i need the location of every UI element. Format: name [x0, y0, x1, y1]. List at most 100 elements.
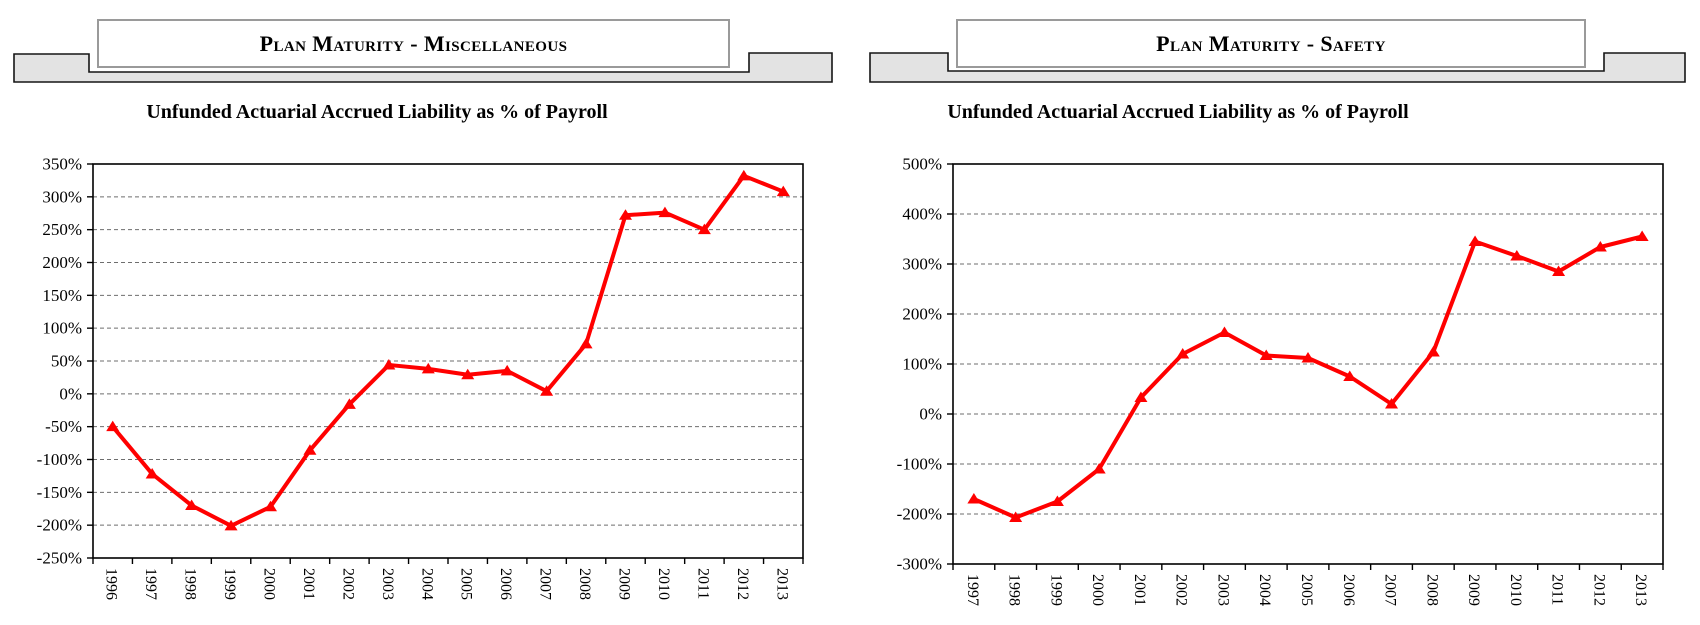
y-axis-label: -200%: [37, 516, 82, 535]
data-point-marker: [1510, 250, 1524, 261]
x-axis-label: 2012: [1590, 574, 1607, 606]
data-point-marker: [382, 358, 396, 370]
x-axis-label: 2009: [1465, 574, 1482, 606]
data-point-marker: [1468, 235, 1482, 246]
x-axis-label: 1996: [103, 568, 120, 600]
x-axis-label: 2006: [497, 568, 514, 600]
x-axis-label: 2003: [1214, 574, 1231, 606]
y-axis-label: 100%: [42, 319, 82, 338]
x-axis-label: 2000: [261, 568, 278, 600]
x-axis-label: 2007: [537, 568, 554, 600]
data-point-marker: [303, 444, 317, 455]
x-axis-label: 2013: [773, 568, 790, 600]
y-axis-label: 0%: [919, 405, 942, 424]
data-point-marker: [776, 185, 790, 197]
data-point-marker: [1426, 346, 1440, 357]
data-point-marker: [224, 519, 238, 531]
y-axis-label: 500%: [902, 155, 942, 174]
y-axis-label: 400%: [902, 205, 942, 224]
data-point-marker: [1552, 265, 1566, 276]
y-axis-label: 250%: [42, 220, 82, 239]
x-axis-label: 2013: [1632, 574, 1649, 606]
y-axis-label: 200%: [902, 305, 942, 324]
data-point-marker: [145, 467, 159, 479]
x-axis-label: 2006: [1340, 574, 1357, 606]
y-axis-label: -150%: [37, 483, 82, 502]
data-point-marker: [185, 499, 199, 510]
series-line: [111, 173, 785, 528]
y-axis-label: -300%: [897, 555, 942, 574]
y-axis-label: -250%: [37, 549, 82, 568]
y-axis-label: -200%: [897, 505, 942, 524]
data-point-marker: [1134, 391, 1148, 402]
data-point-marker: [461, 368, 475, 380]
y-axis-label: 300%: [42, 187, 82, 206]
data-point-marker: [1593, 241, 1607, 252]
x-axis-label: 2000: [1089, 574, 1106, 606]
x-axis-label: 1999: [1047, 574, 1064, 606]
x-axis-label: 1999: [221, 568, 238, 600]
data-point-marker: [1301, 352, 1315, 363]
x-axis-label: 2009: [616, 568, 633, 600]
y-axis-label: 150%: [42, 286, 82, 305]
x-axis-label: 2001: [300, 568, 317, 600]
x-axis-label: 1998: [1006, 574, 1023, 606]
x-axis-label: 1997: [964, 574, 981, 606]
x-axis-label: 1997: [142, 568, 159, 600]
x-axis-label: 2001: [1131, 574, 1148, 606]
x-axis-label: 2011: [1549, 574, 1566, 605]
data-point-marker: [1343, 370, 1357, 381]
x-axis-label: 2010: [655, 568, 672, 600]
y-axis-label: 350%: [42, 155, 82, 174]
x-axis-label: 2004: [1256, 574, 1273, 606]
y-axis-label: 300%: [902, 255, 942, 274]
data-point-marker: [967, 493, 981, 504]
data-point-marker: [1009, 511, 1023, 522]
y-axis-label: -100%: [37, 450, 82, 469]
data-point-marker: [1217, 326, 1231, 337]
y-axis-label: 100%: [902, 355, 942, 374]
data-point-marker: [1635, 230, 1649, 241]
y-axis-label: 0%: [59, 384, 82, 403]
x-axis-label: 2005: [1298, 574, 1315, 606]
data-point-marker: [500, 364, 514, 376]
x-axis-label: 2004: [418, 568, 435, 600]
x-axis-label: 2003: [379, 568, 396, 600]
data-point-marker: [106, 420, 120, 432]
y-axis-label: -100%: [897, 455, 942, 474]
x-axis-label: 2002: [1173, 574, 1190, 606]
x-axis-label: 2012: [734, 568, 751, 600]
y-axis-label: 50%: [51, 352, 82, 371]
data-point-marker: [737, 169, 751, 181]
series-line: [973, 234, 1643, 520]
data-point-marker: [540, 385, 554, 396]
y-axis-label: 200%: [42, 253, 82, 272]
x-axis-label: 2008: [1423, 574, 1440, 606]
section-title-safety: Plan Maturity - Safety: [1156, 30, 1386, 56]
data-point-marker: [619, 209, 632, 220]
x-axis-label: 2007: [1382, 574, 1399, 606]
data-point-marker: [1092, 463, 1106, 474]
y-axis-label: -50%: [45, 417, 82, 436]
banner-decoration: [13, 52, 1686, 83]
x-axis-label: 2010: [1507, 574, 1524, 606]
x-axis-label: 1998: [182, 568, 199, 600]
data-point-marker: [579, 337, 593, 349]
data-point-marker: [1259, 349, 1273, 360]
x-axis-label: 2002: [339, 568, 356, 600]
chart-title-miscellaneous: Unfunded Actuarial Accrued Liability as …: [146, 101, 608, 123]
section-title-miscellaneous: Plan Maturity - Miscellaneous: [259, 30, 568, 56]
data-point-marker: [264, 500, 277, 512]
data-point-marker: [1385, 398, 1399, 409]
section-title-box-miscellaneous: Plan Maturity - Miscellaneous: [97, 19, 730, 68]
data-point-marker: [1050, 495, 1064, 506]
data-point-marker: [658, 206, 672, 218]
x-axis-label: 2005: [458, 568, 475, 600]
banner-shape-left: [13, 52, 833, 83]
chart-title-safety: Unfunded Actuarial Accrued Liability as …: [947, 101, 1409, 123]
data-point-marker: [1176, 348, 1190, 359]
x-axis-label: 2011: [694, 568, 711, 599]
data-point-marker: [697, 223, 711, 235]
